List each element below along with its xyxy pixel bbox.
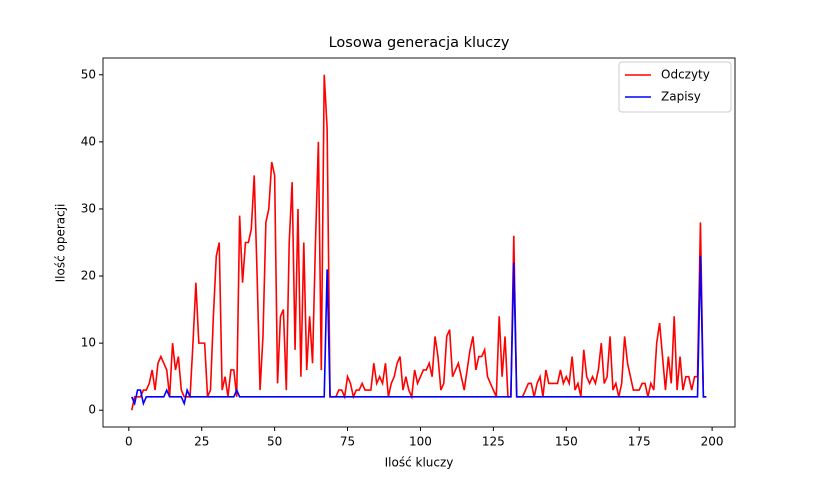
x-tick-label: 25 — [194, 435, 209, 449]
chart-title: Losowa generacja kluczy — [329, 35, 510, 51]
x-tick-label: 0 — [125, 435, 133, 449]
legend-label: Odczyty — [661, 68, 710, 82]
y-tick-label: 50 — [81, 67, 96, 81]
x-tick-label: 150 — [555, 435, 578, 449]
x-axis-label: Ilość kluczy — [385, 456, 454, 470]
x-tick-label: 200 — [701, 435, 724, 449]
legend-label: Zapisy — [661, 90, 701, 104]
y-tick-label: 10 — [81, 336, 96, 350]
data-line — [130, 74, 707, 411]
x-tick-label: 125 — [482, 435, 505, 449]
plot-frame — [102, 57, 736, 428]
data-line — [130, 255, 707, 407]
x-tick-label: 75 — [340, 435, 355, 449]
y-tick-label: 20 — [81, 269, 96, 283]
y-tick-label: 0 — [88, 403, 96, 417]
y-axis-label: Ilość operacji — [54, 204, 68, 283]
x-tick-label: 50 — [267, 435, 282, 449]
x-tick-label: 175 — [628, 435, 651, 449]
x-tick-label: 100 — [409, 435, 432, 449]
y-tick-label: 40 — [81, 134, 96, 148]
y-tick-label: 30 — [81, 201, 96, 215]
